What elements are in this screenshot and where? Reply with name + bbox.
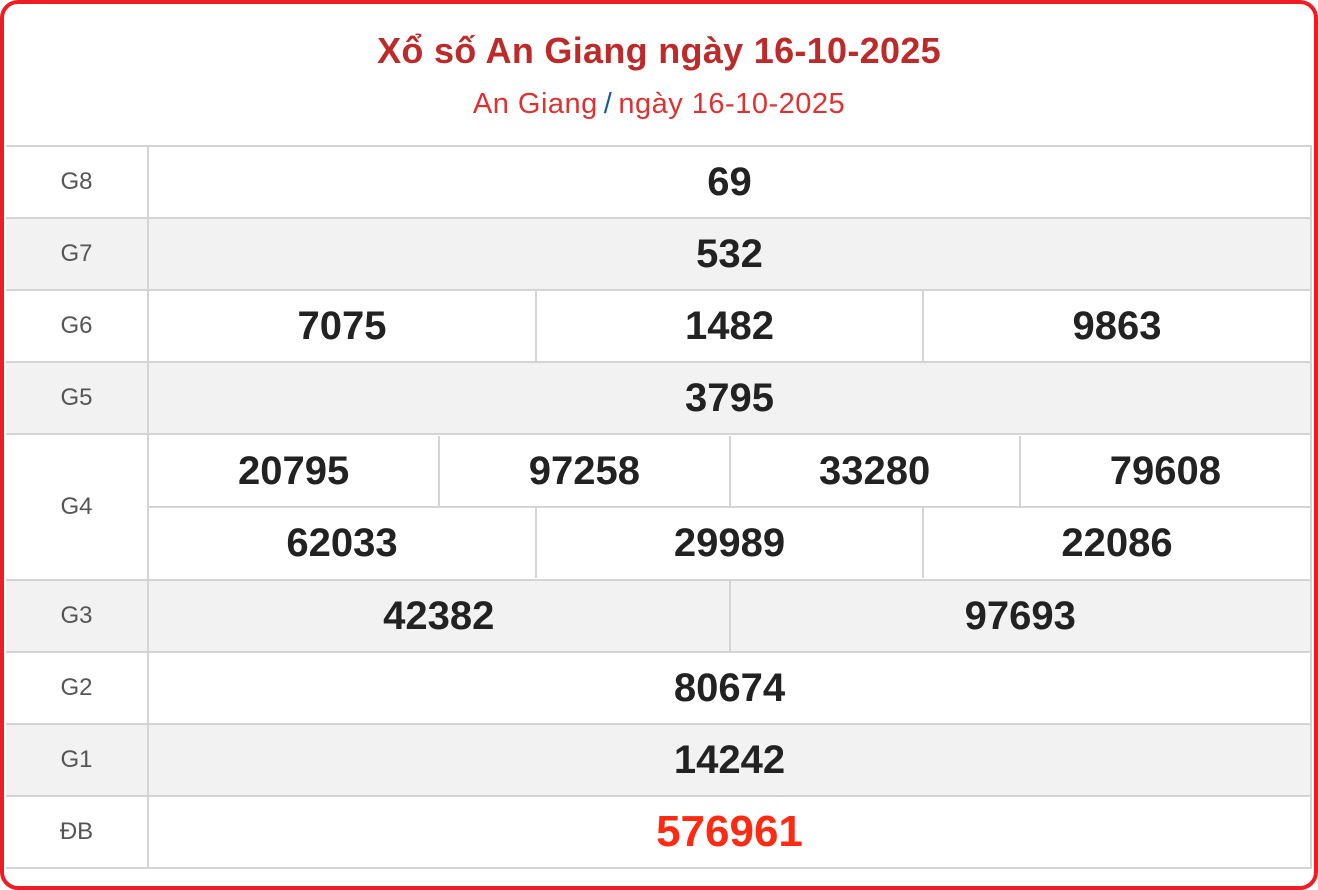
breadcrumb-province[interactable]: An Giang [472, 88, 598, 120]
row-g5: G5 3795 [6, 361, 1312, 435]
prize-label: G6 [6, 289, 149, 363]
prize-number: 42382 [149, 581, 731, 651]
row-g3: G3 42382 97693 [6, 579, 1312, 653]
row-g6: G6 7075 1482 9863 [6, 289, 1312, 363]
special-prize-number: 576961 [147, 795, 1312, 869]
header: Xổ số An Giang ngày 16-10-2025 An Giang /… [4, 4, 1314, 145]
prize-cells: 42382 97693 [147, 579, 1312, 653]
prize-number: 69 [147, 145, 1312, 219]
prize-label: G1 [6, 723, 149, 797]
breadcrumb-date[interactable]: ngày 16-10-2025 [618, 88, 846, 120]
prize-label: ĐB [6, 795, 149, 869]
prize-number: 33280 [728, 436, 1021, 506]
prize-cells: 20795 97258 33280 79608 62033 29989 2208… [147, 433, 1312, 581]
prize-label: G5 [6, 361, 149, 435]
prize-number: 79608 [1018, 436, 1310, 506]
prize-label: G7 [6, 217, 149, 291]
prize-number: 20795 [149, 436, 441, 506]
prize-number: 80674 [147, 651, 1312, 725]
prize-cells: 7075 1482 9863 [147, 289, 1312, 363]
prize-number: 97693 [728, 581, 1310, 651]
prize-label: G3 [6, 579, 149, 653]
prize-number: 97258 [438, 436, 731, 506]
breadcrumb-separator: / [603, 88, 613, 120]
row-g4: G4 20795 97258 33280 79608 62033 29989 2… [6, 433, 1312, 581]
breadcrumb: An Giang / ngày 16-10-2025 [4, 88, 1314, 121]
row-g8: G8 69 [6, 145, 1312, 219]
prize-number: 9863 [922, 291, 1310, 361]
row-db: ĐB 576961 [6, 795, 1312, 869]
prize-number: 1482 [535, 291, 924, 361]
row-g1: G1 14242 [6, 723, 1312, 797]
prize-number: 532 [147, 217, 1312, 291]
page-title: Xổ số An Giang ngày 16-10-2025 [377, 30, 941, 71]
prize-number: 7075 [149, 291, 537, 361]
prize-label: G2 [6, 651, 149, 725]
results-table: G8 69 G7 532 G6 7075 1482 9863 G5 3795 G4 2… [6, 145, 1312, 869]
row-g2: G2 80674 [6, 651, 1312, 725]
prize-label: G8 [6, 145, 149, 219]
row-g7: G7 532 [6, 217, 1312, 291]
prize-number: 22086 [922, 507, 1310, 578]
prize-label: G4 [6, 433, 149, 581]
prize-number: 3795 [147, 361, 1312, 435]
prize-number: 29989 [535, 507, 924, 578]
prize-number: 62033 [149, 507, 537, 578]
prize-number: 14242 [147, 723, 1312, 797]
